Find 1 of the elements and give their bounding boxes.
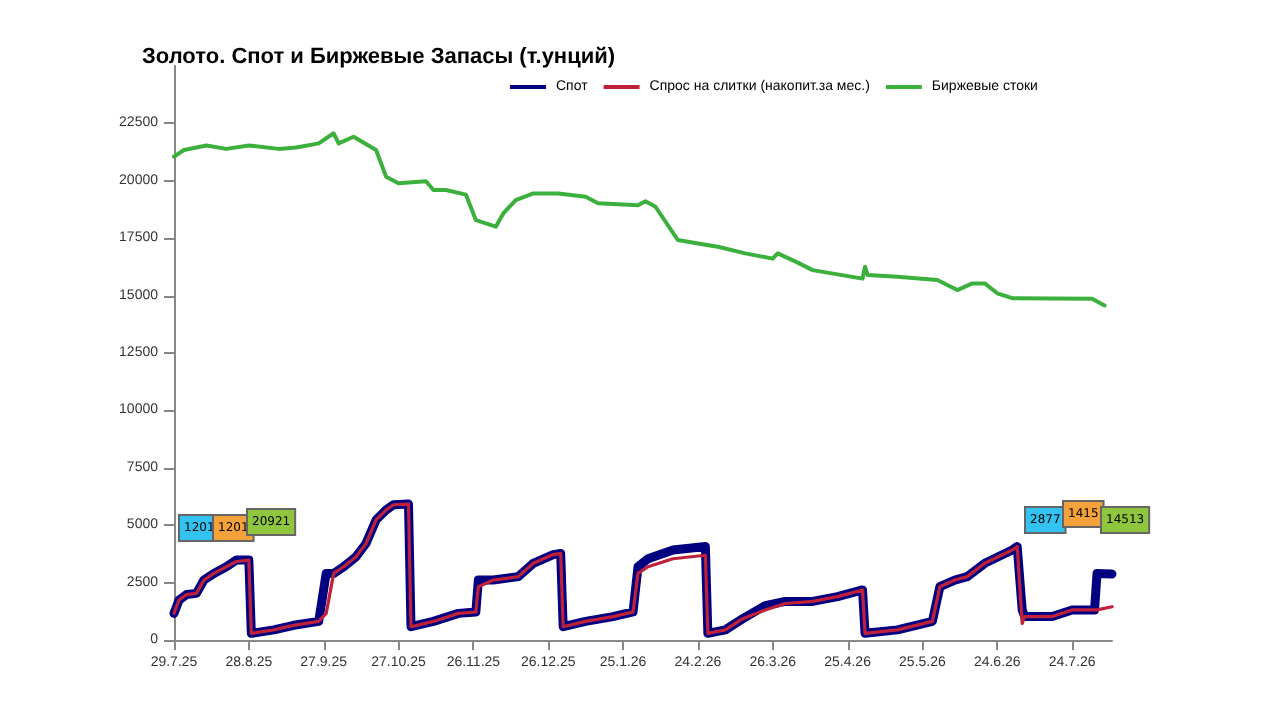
chart-title: Золото. Спот и Биржевые Запасы (т.унций) xyxy=(142,45,616,69)
